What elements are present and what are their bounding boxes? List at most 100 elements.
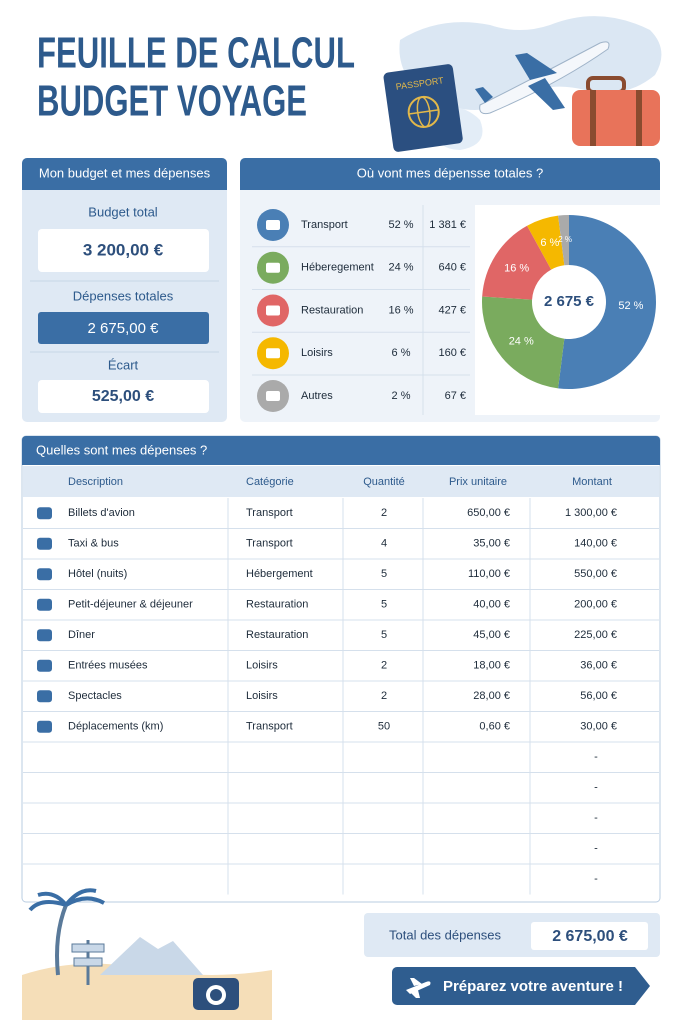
cta-label[interactable]: Préparez votre aventure ! [443,978,623,995]
suitcase [572,76,660,146]
table-title: Quelles sont mes dépenses ? [36,442,207,457]
table-cell: Transport [246,507,293,519]
category-name: Héberegement [301,262,374,274]
travel-illustration: PASSPORT [383,16,662,152]
table-cell: 0,60 € [479,721,510,733]
donut-slice [527,215,565,270]
table-cell: - [594,843,598,855]
table-cell: 40,00 € [473,599,510,611]
table-cell: Billets d'avion [68,507,135,519]
category-glyph [266,391,280,401]
table-cell: 30,00 € [580,721,617,733]
column-header: Montant [572,476,612,488]
slice-label: 16 % [504,263,529,275]
table-cell: Hôtel (nuits) [68,568,127,580]
category-glyph [266,220,280,230]
panel-title: Où vont mes dépensse totales ? [357,165,543,180]
budget-label: Écart [108,357,139,372]
table-cell: 36,00 € [580,660,617,672]
table-cell: 5 [381,629,387,641]
table-cell: Spectacles [68,690,122,702]
category-share: 52 % [388,219,413,231]
row-icon [37,568,52,581]
donut-center-label: 2 675 € [544,293,595,310]
table-cell: 550,00 € [574,568,617,580]
page-title-line: FEUILLE DE CALCUL [37,29,355,78]
slice-label: 6 % [540,237,559,249]
total-label: Total des dépenses [389,927,502,942]
table-cell: 35,00 € [473,538,510,550]
budget-value: 3 200,00 € [83,240,164,259]
budget-label: Budget total [88,204,157,219]
table-cell: 140,00 € [574,538,617,550]
budget-label: Dépenses totales [73,288,174,303]
column-header-row [23,466,659,497]
table-cell: 225,00 € [574,629,617,641]
category-name: Autres [301,390,333,402]
row-icon [37,537,52,550]
category-name: Loisirs [301,347,333,359]
table-cell: 50 [378,721,390,733]
table-cell: 18,00 € [473,660,510,672]
table-cell: 4 [381,538,387,550]
table-cell: Loisirs [246,690,278,702]
row-icon [37,507,52,520]
cta-button[interactable]: Préparez votre aventure ! [392,967,650,1005]
table-cell: Loisirs [246,660,278,672]
table-cell: - [594,812,598,824]
table-cell: 5 [381,599,387,611]
panel-header [22,158,227,190]
table-cell: - [594,782,598,794]
category-name: Transport [301,219,348,231]
row-icon [37,629,52,642]
row-icon [37,720,52,733]
category-share: 2 % [392,390,411,402]
category-glyph [266,348,280,359]
table-cell: 2 [381,690,387,702]
table-cell: Transport [246,538,293,550]
table-cell: 45,00 € [473,629,510,641]
table-cell: Transport [246,721,293,733]
category-glyph [266,305,280,316]
row-icon [37,690,52,703]
table-cell: - [594,751,598,763]
table-cell: 56,00 € [580,690,617,702]
table-cell: 200,00 € [574,599,617,611]
plane [475,41,610,115]
category-name: Restauration [301,304,363,316]
category-share: 24 % [388,262,413,274]
category-amount: 1 381 € [429,219,466,231]
category-share: 16 % [388,304,413,316]
budget-panel [22,158,227,422]
breakdown-list: Transport 52 % 1 381 € Héberegement 24 % 640 … [252,205,470,415]
table-cell: Déplacements (km) [68,721,163,733]
table-cell: 5 [381,568,387,580]
table-cell: - [594,873,598,885]
donut-slice [558,215,657,389]
category-amount: 160 € [438,347,466,359]
donut-chart: 52 % 24 % 16 % 6 %2 % 2 675 € [481,215,657,389]
total-value: 2 675,00 € [552,928,628,945]
donut-slice [558,215,569,266]
column-header: Prix unitaire [449,476,507,488]
table-cell: 650,00 € [467,507,510,519]
table-cell: Dîner [68,629,95,641]
slice-label: 24 % [509,335,534,347]
row-icon [37,659,52,672]
value-box [38,380,209,413]
table-cell: 28,00 € [473,690,510,702]
donut-slice [481,296,565,389]
budget-value: 525,00 € [92,388,154,405]
panel-header [240,158,660,190]
table-cell: Entrées musées [68,660,148,672]
table-cell: Restauration [246,629,308,641]
table-cell: 2 [381,507,387,519]
donut-slice [482,225,552,300]
table-cell: 1 300,00 € [565,507,617,519]
table-body: Description Catégorie Quantité Prix unitair… [23,476,659,895]
page-title-line: BUDGET VOYAGE [37,77,307,126]
slice-label: 52 % [618,300,643,312]
table-cell: Hébergement [246,568,313,580]
